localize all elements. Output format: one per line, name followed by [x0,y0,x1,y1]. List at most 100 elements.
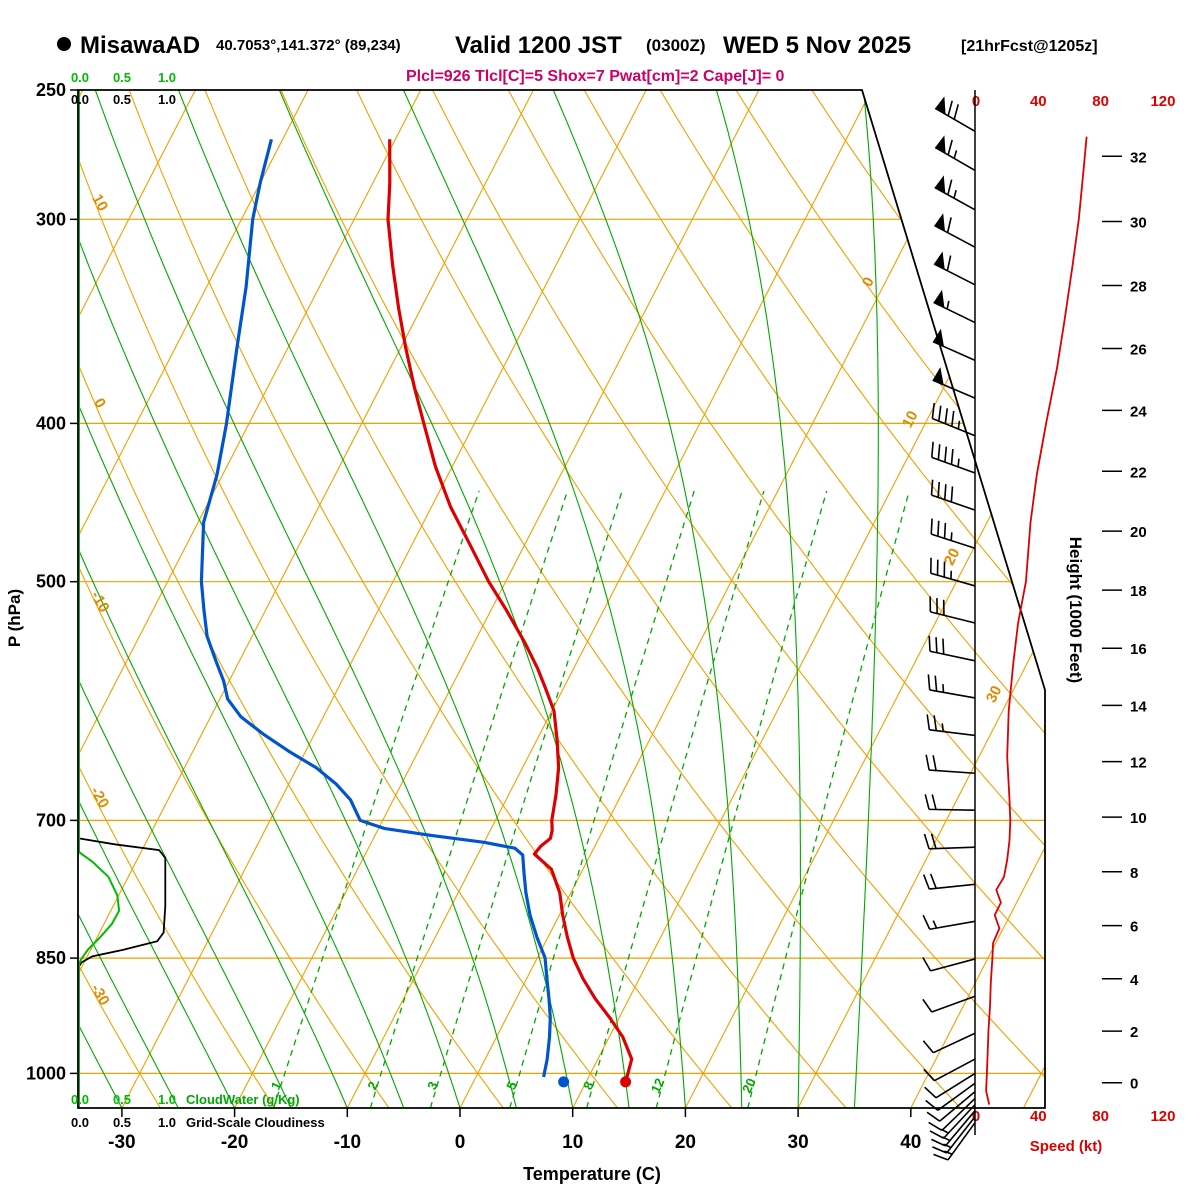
dry-adiabat-line [204,90,847,1108]
cloud-scale-tick-label: 0.5 [113,1092,131,1107]
mixing-ratio-line [369,490,569,1108]
wind-barb [931,1110,976,1147]
wind-barb [926,714,976,737]
isotherm-line [684,90,1045,1108]
dry-adiabat-line [432,90,1045,1108]
isotherm-line [346,90,873,1108]
wind-barb [930,441,976,474]
wind-barb [924,1072,976,1099]
cloud-scale-tick-label: 1.0 [158,1092,176,1107]
wind-barb [933,251,976,286]
sounding-traces [199,138,634,1088]
mixing-ratio-line [586,490,765,1108]
isotherm-line [234,90,760,1108]
height-tick-label: 10 [1130,810,1147,827]
height-tick-label: 16 [1130,641,1147,658]
height-tick-label: 8 [1130,865,1138,882]
dry-adiabat-line [78,90,504,1108]
cloud-scale-tick-label: 0.0 [71,92,89,107]
valid-date: WED 5 Nov 2025 [723,32,911,59]
dry-adiabat-label: -30 [87,981,113,1008]
dry-adiabat-label: 10 [88,191,111,214]
isotherm-label: 20 [941,546,964,569]
height-tick-label: 26 [1130,341,1147,358]
cloudwater-legend-label: CloudWater (g/Kg) [186,1092,300,1107]
temperature-tick-label: 0 [455,1132,466,1153]
wind-barb [927,674,976,699]
speed-tick-label-bottom: 40 [1030,1108,1047,1125]
wind-barb [934,213,976,248]
speed-tick-label-top: 120 [1150,93,1175,110]
plot-border [77,89,1046,1109]
wind-barb [924,794,976,811]
wind-barb [922,1032,976,1054]
wind-barb [926,1090,976,1122]
pressure-axis-title: P (hPa) [5,589,24,647]
temperature-tick-label: -30 [108,1132,135,1153]
moist-adiabat-line [177,90,574,1108]
speed-tick-label-top: 0 [972,93,980,110]
isotherm-line [78,90,309,1108]
temperature-tick-label: 10 [562,1132,583,1153]
pressure-tick-label: 250 [36,80,66,100]
wind-barb [922,995,976,1013]
moist-adiabat-line [78,90,179,1108]
height-tick-label: 22 [1130,464,1147,481]
temperature-axis-title: Temperature (C) [523,1164,661,1184]
temperature-trace [386,139,634,1078]
wind-barb [929,557,976,587]
height-tick-label: 4 [1130,972,1139,989]
mixing-ratio-label: 1 [268,1079,285,1092]
forecast-tag: [21hrFcst@1205z] [961,38,1098,55]
mixing-ratio-line [655,490,828,1108]
valid-time: Valid 1200 JST [455,32,622,59]
moist-adiabat-line [78,90,405,1108]
dry-adiabat-line [78,90,390,1108]
isotherm-line [121,90,647,1108]
wind-barb [929,596,976,624]
pressure-tick-label: 850 [36,948,66,968]
moist-adiabat-line [78,90,236,1108]
cloud-scale-tick-label: 0.0 [71,1115,89,1130]
speed-tick-label-top: 40 [1030,93,1047,110]
wind-barb [929,1104,976,1139]
isotherm-label: 10 [899,408,922,431]
moist-adiabat-line [278,90,630,1108]
moist-adiabat-line [552,90,743,1108]
temperature-tick-label: 40 [900,1132,921,1153]
cloudiness-profile-line [78,90,167,1108]
cloud-scale-tick-label: 1.0 [158,92,176,107]
isotherm-line [78,90,422,1108]
mixing-ratio-label: 3 [424,1079,441,1092]
surface-temperature-dot [620,1076,632,1088]
isotherm-line [910,90,1045,1108]
height-tick-label: 32 [1130,149,1147,166]
moist-adiabat-line [715,90,802,1108]
isotherm-label: 30 [983,683,1006,706]
moist-adiabat-line [78,90,348,1108]
cloud-scale-tick-label: 0.0 [71,1092,89,1107]
dry-adiabat-line [735,90,1045,1108]
wind-barb [934,96,976,133]
cloud-scale-tick-label: 1.0 [158,70,176,85]
mixing-ratio-label: 12 [648,1076,668,1095]
wind-barb [928,635,976,662]
speed-tick-label-bottom: 80 [1092,1108,1109,1125]
height-tick-label: 12 [1130,755,1147,772]
height-tick-label: 24 [1130,403,1147,420]
wind-barb [932,328,976,362]
speed-tick-label-top: 80 [1092,93,1109,110]
pressure-tick-label: 400 [36,413,66,433]
height-tick-label: 2 [1130,1024,1138,1041]
wind-barb [934,175,976,211]
dry-adiabat-line [78,90,618,1108]
isotherm-line [1023,90,1045,1108]
height-tick-label: 30 [1130,214,1147,231]
pressure-tick-label: 500 [36,572,66,592]
speed-tick-label-bottom: 0 [972,1108,980,1125]
surface-dewpoint-dot [558,1076,570,1088]
temperature-tick-label: -20 [221,1132,248,1153]
height-tick-label: 0 [1130,1076,1138,1093]
station-bullet-icon [57,37,71,51]
